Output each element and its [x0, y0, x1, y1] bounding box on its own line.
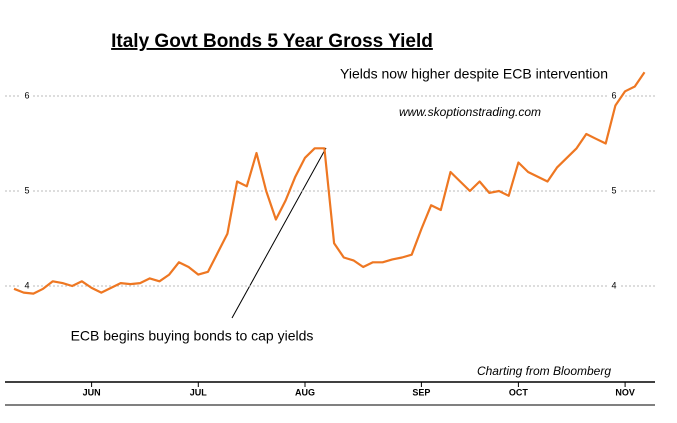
- y-tick-box: [608, 89, 620, 102]
- y-tick-label: 6: [611, 90, 616, 100]
- x-tick-label: SEP: [412, 387, 430, 397]
- x-tick-label: OCT: [509, 387, 529, 397]
- y-tick-box: [608, 279, 620, 292]
- x-tick-label: JUL: [190, 387, 208, 397]
- y-tick-label: 5: [24, 185, 29, 195]
- x-tick-label: AUG: [295, 387, 315, 397]
- series-line: [13, 71, 646, 295]
- y-tick-label: 4: [24, 280, 29, 290]
- y-tick-label: 5: [611, 185, 616, 195]
- y-tick-box: [608, 184, 620, 197]
- annotation-pointer: [231, 147, 327, 319]
- annotation: www.skoptionstrading.com: [399, 105, 541, 119]
- chart-title: Italy Govt Bonds 5 Year Gross Yield: [111, 31, 433, 52]
- x-tick-label: JUN: [83, 387, 101, 397]
- y-tick-box: [21, 184, 33, 197]
- y-tick-label: 4: [611, 280, 616, 290]
- annotation: Charting from Bloomberg: [477, 364, 611, 378]
- x-tick-label: NOV: [615, 387, 635, 397]
- annotation: Yields now higher despite ECB interventi…: [340, 66, 608, 82]
- y-tick-box: [21, 89, 33, 102]
- annotation: ECB begins buying bonds to cap yields: [71, 328, 314, 344]
- y-tick-box: [21, 279, 33, 292]
- y-tick-label: 6: [24, 90, 29, 100]
